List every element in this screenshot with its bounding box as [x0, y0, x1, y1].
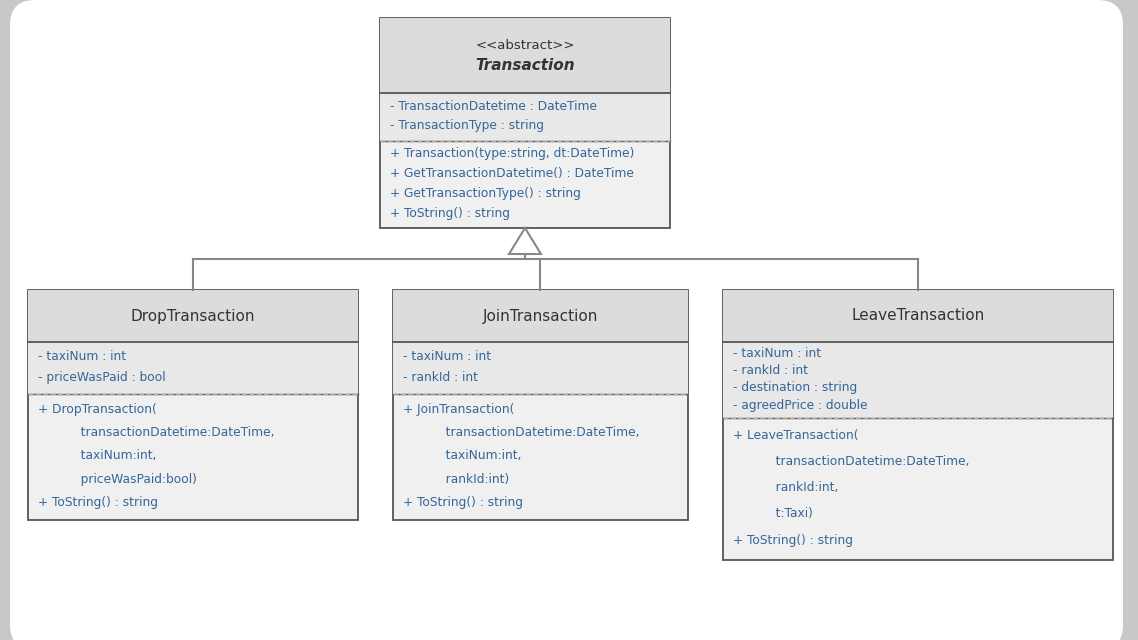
FancyBboxPatch shape — [28, 290, 358, 520]
FancyBboxPatch shape — [393, 290, 688, 520]
Text: - TransactionType : string: - TransactionType : string — [390, 120, 544, 132]
FancyBboxPatch shape — [380, 18, 670, 228]
FancyBboxPatch shape — [723, 290, 1113, 560]
Text: taxiNum:int,: taxiNum:int, — [403, 449, 521, 462]
Text: t:Taxi): t:Taxi) — [733, 508, 813, 520]
Polygon shape — [509, 228, 541, 254]
Text: - TransactionDatetime : DateTime: - TransactionDatetime : DateTime — [390, 99, 597, 113]
Text: + ToString() : string: + ToString() : string — [403, 496, 523, 509]
Text: transactionDatetime:DateTime,: transactionDatetime:DateTime, — [403, 426, 640, 439]
FancyBboxPatch shape — [28, 290, 358, 342]
Text: rankId:int): rankId:int) — [403, 473, 509, 486]
Text: + GetTransactionDatetime() : DateTime: + GetTransactionDatetime() : DateTime — [390, 167, 634, 180]
FancyBboxPatch shape — [28, 342, 358, 394]
Text: <<abstract>>: <<abstract>> — [476, 39, 575, 52]
Text: - rankId : int: - rankId : int — [733, 364, 808, 377]
FancyBboxPatch shape — [10, 0, 1123, 640]
Text: transactionDatetime:DateTime,: transactionDatetime:DateTime, — [38, 426, 274, 439]
FancyBboxPatch shape — [393, 342, 688, 394]
Text: + ToString() : string: + ToString() : string — [390, 207, 510, 220]
Text: rankId:int,: rankId:int, — [733, 481, 839, 494]
Text: priceWasPaid:bool): priceWasPaid:bool) — [38, 473, 197, 486]
Text: - priceWasPaid : bool: - priceWasPaid : bool — [38, 371, 166, 384]
FancyBboxPatch shape — [380, 93, 670, 141]
Text: + Transaction(type:string, dt:DateTime): + Transaction(type:string, dt:DateTime) — [390, 147, 634, 161]
FancyBboxPatch shape — [380, 18, 670, 93]
Text: JoinTransaction: JoinTransaction — [483, 308, 599, 323]
Text: - rankId : int: - rankId : int — [403, 371, 478, 384]
FancyBboxPatch shape — [723, 290, 1113, 342]
Text: taxiNum:int,: taxiNum:int, — [38, 449, 157, 462]
Text: LeaveTransaction: LeaveTransaction — [851, 308, 984, 323]
Text: - taxiNum : int: - taxiNum : int — [403, 349, 492, 363]
Text: + GetTransactionType() : string: + GetTransactionType() : string — [390, 187, 580, 200]
Text: - taxiNum : int: - taxiNum : int — [38, 349, 126, 363]
Text: DropTransaction: DropTransaction — [131, 308, 255, 323]
FancyBboxPatch shape — [723, 342, 1113, 418]
Text: + LeaveTransaction(: + LeaveTransaction( — [733, 429, 858, 442]
Text: + ToString() : string: + ToString() : string — [733, 534, 854, 547]
Text: - taxiNum : int: - taxiNum : int — [733, 347, 822, 360]
Text: - agreedPrice : double: - agreedPrice : double — [733, 399, 867, 412]
Text: - destination : string: - destination : string — [733, 381, 857, 394]
Text: transactionDatetime:DateTime,: transactionDatetime:DateTime, — [733, 455, 970, 468]
FancyBboxPatch shape — [393, 290, 688, 342]
Text: + JoinTransaction(: + JoinTransaction( — [403, 403, 514, 415]
Text: + DropTransaction(: + DropTransaction( — [38, 403, 157, 415]
Text: + ToString() : string: + ToString() : string — [38, 496, 158, 509]
Text: Transaction: Transaction — [476, 58, 575, 73]
